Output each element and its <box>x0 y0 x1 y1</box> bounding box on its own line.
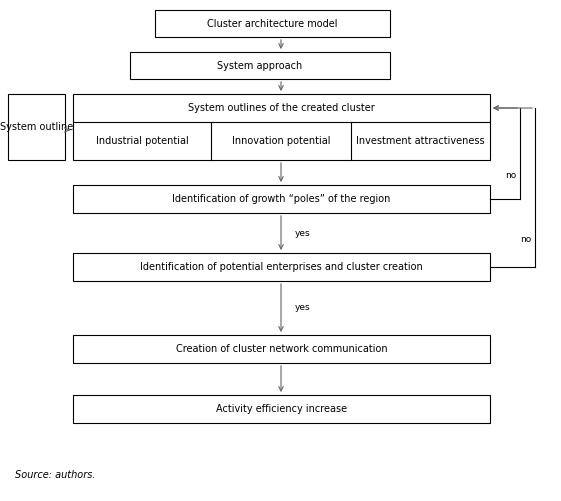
Text: no: no <box>505 170 516 179</box>
Text: Investment attractiveness: Investment attractiveness <box>356 136 485 146</box>
Bar <box>73 185 490 213</box>
Text: System outlines of the created cluster: System outlines of the created cluster <box>188 103 375 113</box>
Bar <box>73 335 490 363</box>
Bar <box>73 395 490 423</box>
Text: yes: yes <box>295 228 311 237</box>
Text: yes: yes <box>295 304 311 313</box>
Text: Identification of potential enterprises and cluster creation: Identification of potential enterprises … <box>140 262 423 272</box>
Text: Innovation potential: Innovation potential <box>232 136 330 146</box>
Text: System outline: System outline <box>0 122 73 132</box>
Text: Activity efficiency increase: Activity efficiency increase <box>216 404 347 414</box>
Text: no: no <box>520 235 531 244</box>
Text: Industrial potential: Industrial potential <box>95 136 188 146</box>
Text: Creation of cluster network communication: Creation of cluster network communicatio… <box>176 344 387 354</box>
Text: Identification of growth “poles” of the region: Identification of growth “poles” of the … <box>172 194 390 204</box>
Text: System approach: System approach <box>217 61 302 71</box>
Bar <box>130 52 390 79</box>
Text: Cluster architecture model: Cluster architecture model <box>207 19 338 29</box>
Text: Source: authors.: Source: authors. <box>15 470 95 480</box>
Bar <box>155 10 390 37</box>
Bar <box>73 253 490 281</box>
Bar <box>8 94 65 160</box>
Bar <box>73 94 490 160</box>
